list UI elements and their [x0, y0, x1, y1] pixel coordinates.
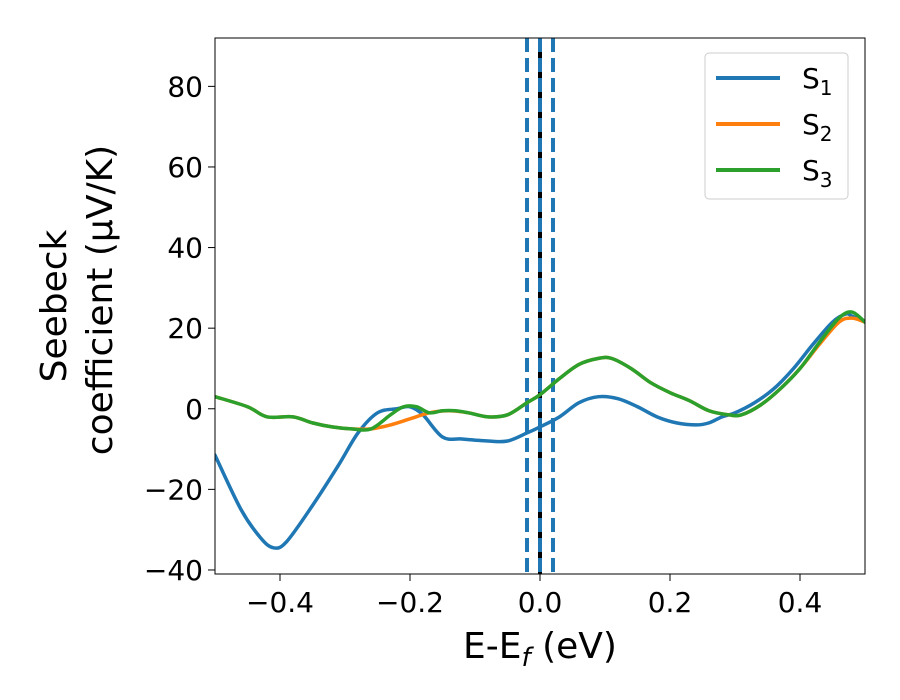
x-tick-label: 0.0: [518, 586, 563, 619]
x-tick-label: −0.2: [376, 586, 444, 619]
x-axis-label-unit: (eV): [531, 626, 617, 667]
y-tick-label: −40: [144, 554, 203, 587]
y-axis-label-line2: coefficient (μV/K): [80, 145, 121, 455]
series-line-s3: [215, 310, 865, 432]
y-axis-label-line1: Seebeck: [34, 229, 75, 382]
legend-label-s2: S2: [802, 108, 833, 146]
x-tick-label: 0.2: [648, 586, 693, 619]
series-lines: [215, 310, 865, 550]
y-tick-label: −20: [144, 473, 203, 506]
x-tick-label: 0.4: [778, 586, 823, 619]
y-axis: −40 −20 0 20 40 60 80: [144, 70, 215, 587]
reference-lines: [525, 38, 555, 574]
x-axis-label: E-Ef (eV): [463, 626, 617, 673]
legend-label-s1: S1: [802, 62, 833, 100]
x-axis: −0.4 −0.2 0.0 0.2 0.4: [246, 574, 822, 619]
series-line-s1: [215, 312, 865, 550]
y-tick-label: 40: [167, 232, 203, 265]
y-tick-label: 60: [167, 151, 203, 184]
legend: S1 S2 S3: [704, 52, 849, 200]
x-axis-label-main: E-E: [463, 626, 521, 667]
y-tick-label: 80: [167, 70, 203, 103]
x-tick-label: −0.4: [246, 586, 314, 619]
legend-label-s3: S3: [802, 154, 833, 192]
y-tick-label: 20: [167, 312, 203, 345]
y-tick-label: 0: [185, 393, 203, 426]
